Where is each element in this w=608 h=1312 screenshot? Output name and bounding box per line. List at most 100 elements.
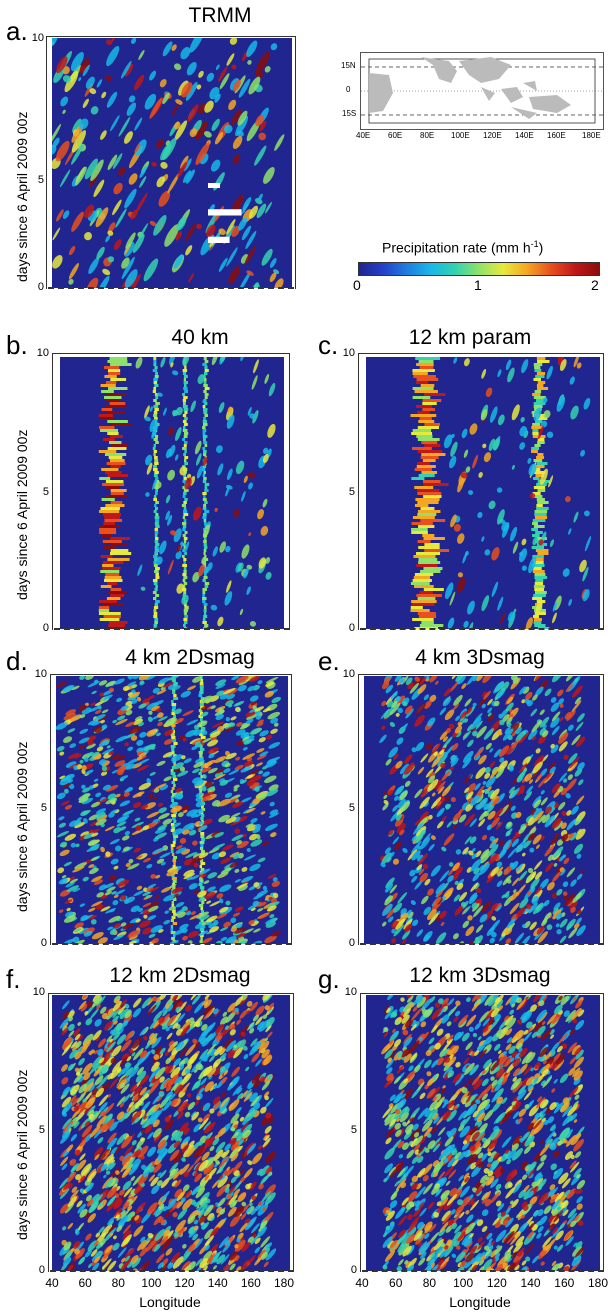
plot-d-rain-blob xyxy=(97,937,108,944)
plot-d-rain-blob xyxy=(158,812,170,820)
plot-d-rain-blob xyxy=(152,700,164,707)
plot-b-rain-blob xyxy=(174,454,179,461)
plot-e-rain-blob xyxy=(418,868,425,876)
plot-e-rain-blob xyxy=(489,748,494,753)
plot-f-rain-blob xyxy=(218,1197,226,1207)
plot-d-rain-blob xyxy=(82,809,91,815)
plot-e-rain-blob xyxy=(570,907,576,913)
plot-e-rain-blob xyxy=(397,798,406,808)
plot-e-rain-blob xyxy=(431,792,436,797)
plot-d-rain-blob xyxy=(270,728,278,734)
plot-d-band-cell xyxy=(201,805,204,808)
plot-d-rain-blob xyxy=(163,776,172,782)
plot-b-band-cell xyxy=(110,543,127,546)
plot-e-rain-blob xyxy=(544,912,552,921)
plot-d-band-cell xyxy=(201,838,206,841)
plot-d-band-cell xyxy=(200,760,205,763)
plot-e-rain-blob xyxy=(453,933,459,940)
plot-f-rain-blob xyxy=(73,1121,80,1129)
plot-d-rain-blob xyxy=(223,687,236,695)
plot-f-rain-blob xyxy=(249,1028,255,1034)
plot-e-rain-blob xyxy=(440,762,446,769)
plot-d-band-cell xyxy=(173,682,178,685)
plot-b-band-cell xyxy=(202,492,207,495)
plot-a-rain-blob xyxy=(206,224,216,238)
plot-e-rain-blob xyxy=(515,863,524,872)
plot-f-rain-blob xyxy=(126,1056,132,1062)
plot-c-rain-blob xyxy=(456,577,466,593)
plot-c-band-cell xyxy=(536,498,545,501)
plot-b-band-cell xyxy=(98,612,121,615)
plot-f-rain-blob xyxy=(134,1214,140,1221)
plot-b-rain-blob xyxy=(260,525,269,536)
plot-e-rain-blob xyxy=(382,803,389,811)
plot-d-rain-blob xyxy=(214,831,224,838)
plot-f-rain-blob xyxy=(191,1111,200,1121)
plot-b-band-cell xyxy=(102,438,115,441)
plot-b-band-cell xyxy=(155,501,159,504)
plot-d-rain-blob xyxy=(95,818,107,826)
plot-d-rain-blob xyxy=(58,878,68,885)
plot-b-band-cell xyxy=(98,609,110,612)
plot-b-band-cell xyxy=(203,549,207,552)
plot-c-band-cell xyxy=(537,387,549,390)
plot-f-rain-blob xyxy=(81,1129,92,1142)
plot-e-rain-blob xyxy=(577,762,585,771)
plot-f-rain-blob xyxy=(153,1208,160,1216)
plot-e-rain-blob xyxy=(441,815,447,822)
panel-b-ytick-10: 10 xyxy=(36,347,49,359)
plot-e-rain-blob xyxy=(541,754,549,762)
plot-a-rain-blob xyxy=(100,130,107,140)
plot-f-rain-blob xyxy=(239,1116,245,1122)
plot-d-rain-blob xyxy=(187,930,199,938)
plot-d-band-cell xyxy=(173,862,176,865)
plot-f-rain-blob xyxy=(237,1092,244,1100)
plot-d-rain-blob xyxy=(196,720,208,728)
plot-b-band-cell xyxy=(153,363,157,366)
plot-e-rain-blob xyxy=(481,900,492,913)
plot-f-rain-blob xyxy=(206,1043,216,1055)
plot-c-rain-blob xyxy=(456,533,465,544)
plot-b-band-cell xyxy=(105,471,122,474)
plot-e-rain-blob xyxy=(464,813,475,827)
plot-e-rain-blob xyxy=(503,890,510,898)
plot-d-band-cell xyxy=(172,775,177,778)
plot-d-rain-blob xyxy=(143,914,148,919)
plot-d-rain-blob xyxy=(102,784,111,791)
plot-b-band-cell xyxy=(203,606,207,609)
xticks-f-tick-60: 60 xyxy=(78,1276,92,1290)
panel-a-plot xyxy=(52,38,292,288)
plot-b-rain-blob xyxy=(176,583,185,594)
plot-f-rain-blob xyxy=(251,1052,260,1063)
plot-a-rain-blob xyxy=(85,76,95,89)
plot-f-rain-blob xyxy=(194,1001,205,1014)
plot-f-rain-blob xyxy=(103,1154,114,1166)
plot-e-rain-blob xyxy=(393,924,404,937)
plot-e-rain-blob xyxy=(551,726,560,736)
plot-b-band-cell xyxy=(104,576,122,579)
plot-f-rain-blob xyxy=(74,1051,82,1060)
plot-b-rain-blob xyxy=(267,423,276,438)
plot-d-rain-blob xyxy=(88,907,96,912)
plot-f-rain-blob xyxy=(71,1097,79,1107)
plot-a-rain-blob xyxy=(93,179,105,198)
plot-a-rain-blob xyxy=(102,268,111,276)
panel-e-plot xyxy=(364,676,600,944)
plot-d-rain-blob xyxy=(72,936,80,943)
plot-e-rain-blob xyxy=(511,812,518,819)
plot-b-band-cell xyxy=(153,582,158,585)
plot-a-rain-blob xyxy=(162,137,177,161)
plot-d-rain-blob xyxy=(271,880,280,888)
plot-d-band-cell xyxy=(172,721,178,724)
plot-b-band-cell xyxy=(202,597,207,600)
plot-d-rain-blob xyxy=(115,793,121,798)
plot-d-rain-blob xyxy=(146,729,156,737)
plot-f-rain-blob xyxy=(172,1022,179,1030)
plot-c-band-cell xyxy=(412,516,435,519)
plot-d-rain-blob xyxy=(232,853,240,860)
plot-a-rain-blob xyxy=(156,176,165,188)
plot-d-rain-blob xyxy=(148,793,154,799)
plot-f-rain-blob xyxy=(246,1206,255,1215)
plot-f-rain-blob xyxy=(85,1233,92,1241)
plot-f-rain-blob xyxy=(118,1005,126,1015)
